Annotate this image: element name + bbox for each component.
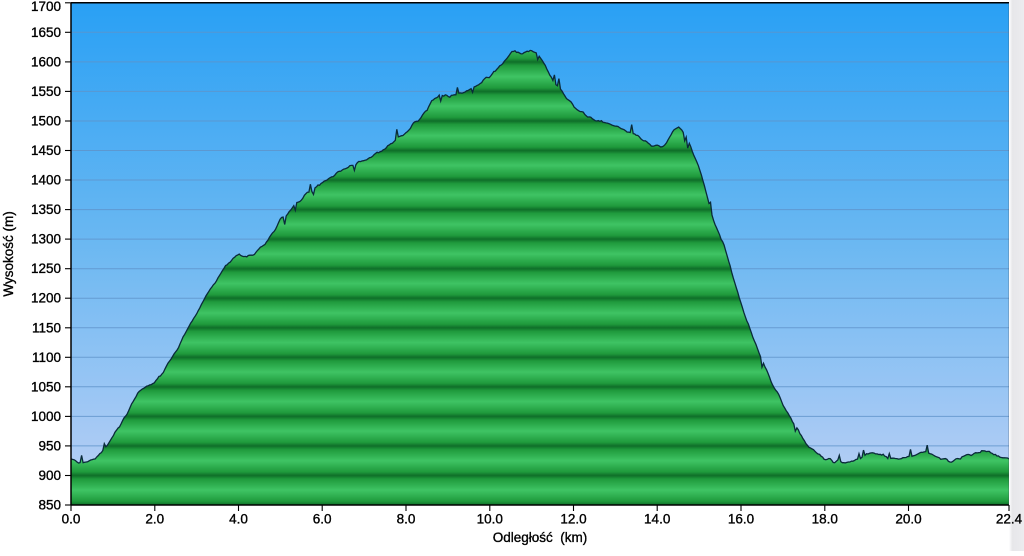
svg-text:20.0: 20.0 bbox=[895, 512, 921, 527]
svg-text:1100: 1100 bbox=[32, 350, 61, 365]
svg-text:22.4: 22.4 bbox=[996, 512, 1023, 527]
svg-text:12.0: 12.0 bbox=[560, 512, 586, 527]
svg-text:18.0: 18.0 bbox=[812, 512, 838, 527]
svg-text:1400: 1400 bbox=[31, 173, 61, 188]
svg-text:Odległość (km): Odległość (km) bbox=[493, 530, 588, 545]
svg-text:950: 950 bbox=[38, 438, 61, 453]
svg-text:1600: 1600 bbox=[31, 54, 61, 69]
svg-text:1700: 1700 bbox=[31, 0, 61, 14]
svg-text:6.0: 6.0 bbox=[313, 512, 332, 527]
svg-text:10.0: 10.0 bbox=[477, 512, 503, 527]
svg-text:4.0: 4.0 bbox=[229, 512, 248, 527]
svg-text:2.0: 2.0 bbox=[145, 512, 164, 527]
svg-text:1500: 1500 bbox=[31, 114, 61, 129]
svg-text:900: 900 bbox=[38, 468, 61, 483]
svg-text:14.0: 14.0 bbox=[644, 512, 670, 527]
svg-text:1650: 1650 bbox=[31, 25, 61, 40]
svg-text:0.0: 0.0 bbox=[62, 512, 81, 527]
svg-text:Wysokość (m): Wysokość (m) bbox=[1, 211, 16, 296]
svg-text:1150: 1150 bbox=[32, 320, 61, 335]
svg-text:1450: 1450 bbox=[31, 143, 61, 158]
svg-text:1000: 1000 bbox=[31, 409, 61, 424]
svg-text:1250: 1250 bbox=[31, 261, 61, 276]
svg-text:850: 850 bbox=[38, 498, 61, 513]
svg-text:8.0: 8.0 bbox=[397, 512, 416, 527]
svg-text:1300: 1300 bbox=[31, 232, 61, 247]
svg-text:16.0: 16.0 bbox=[728, 512, 754, 527]
svg-text:1200: 1200 bbox=[31, 291, 61, 306]
svg-text:1550: 1550 bbox=[31, 84, 61, 99]
svg-text:1050: 1050 bbox=[31, 379, 61, 394]
svg-text:1350: 1350 bbox=[31, 202, 61, 217]
